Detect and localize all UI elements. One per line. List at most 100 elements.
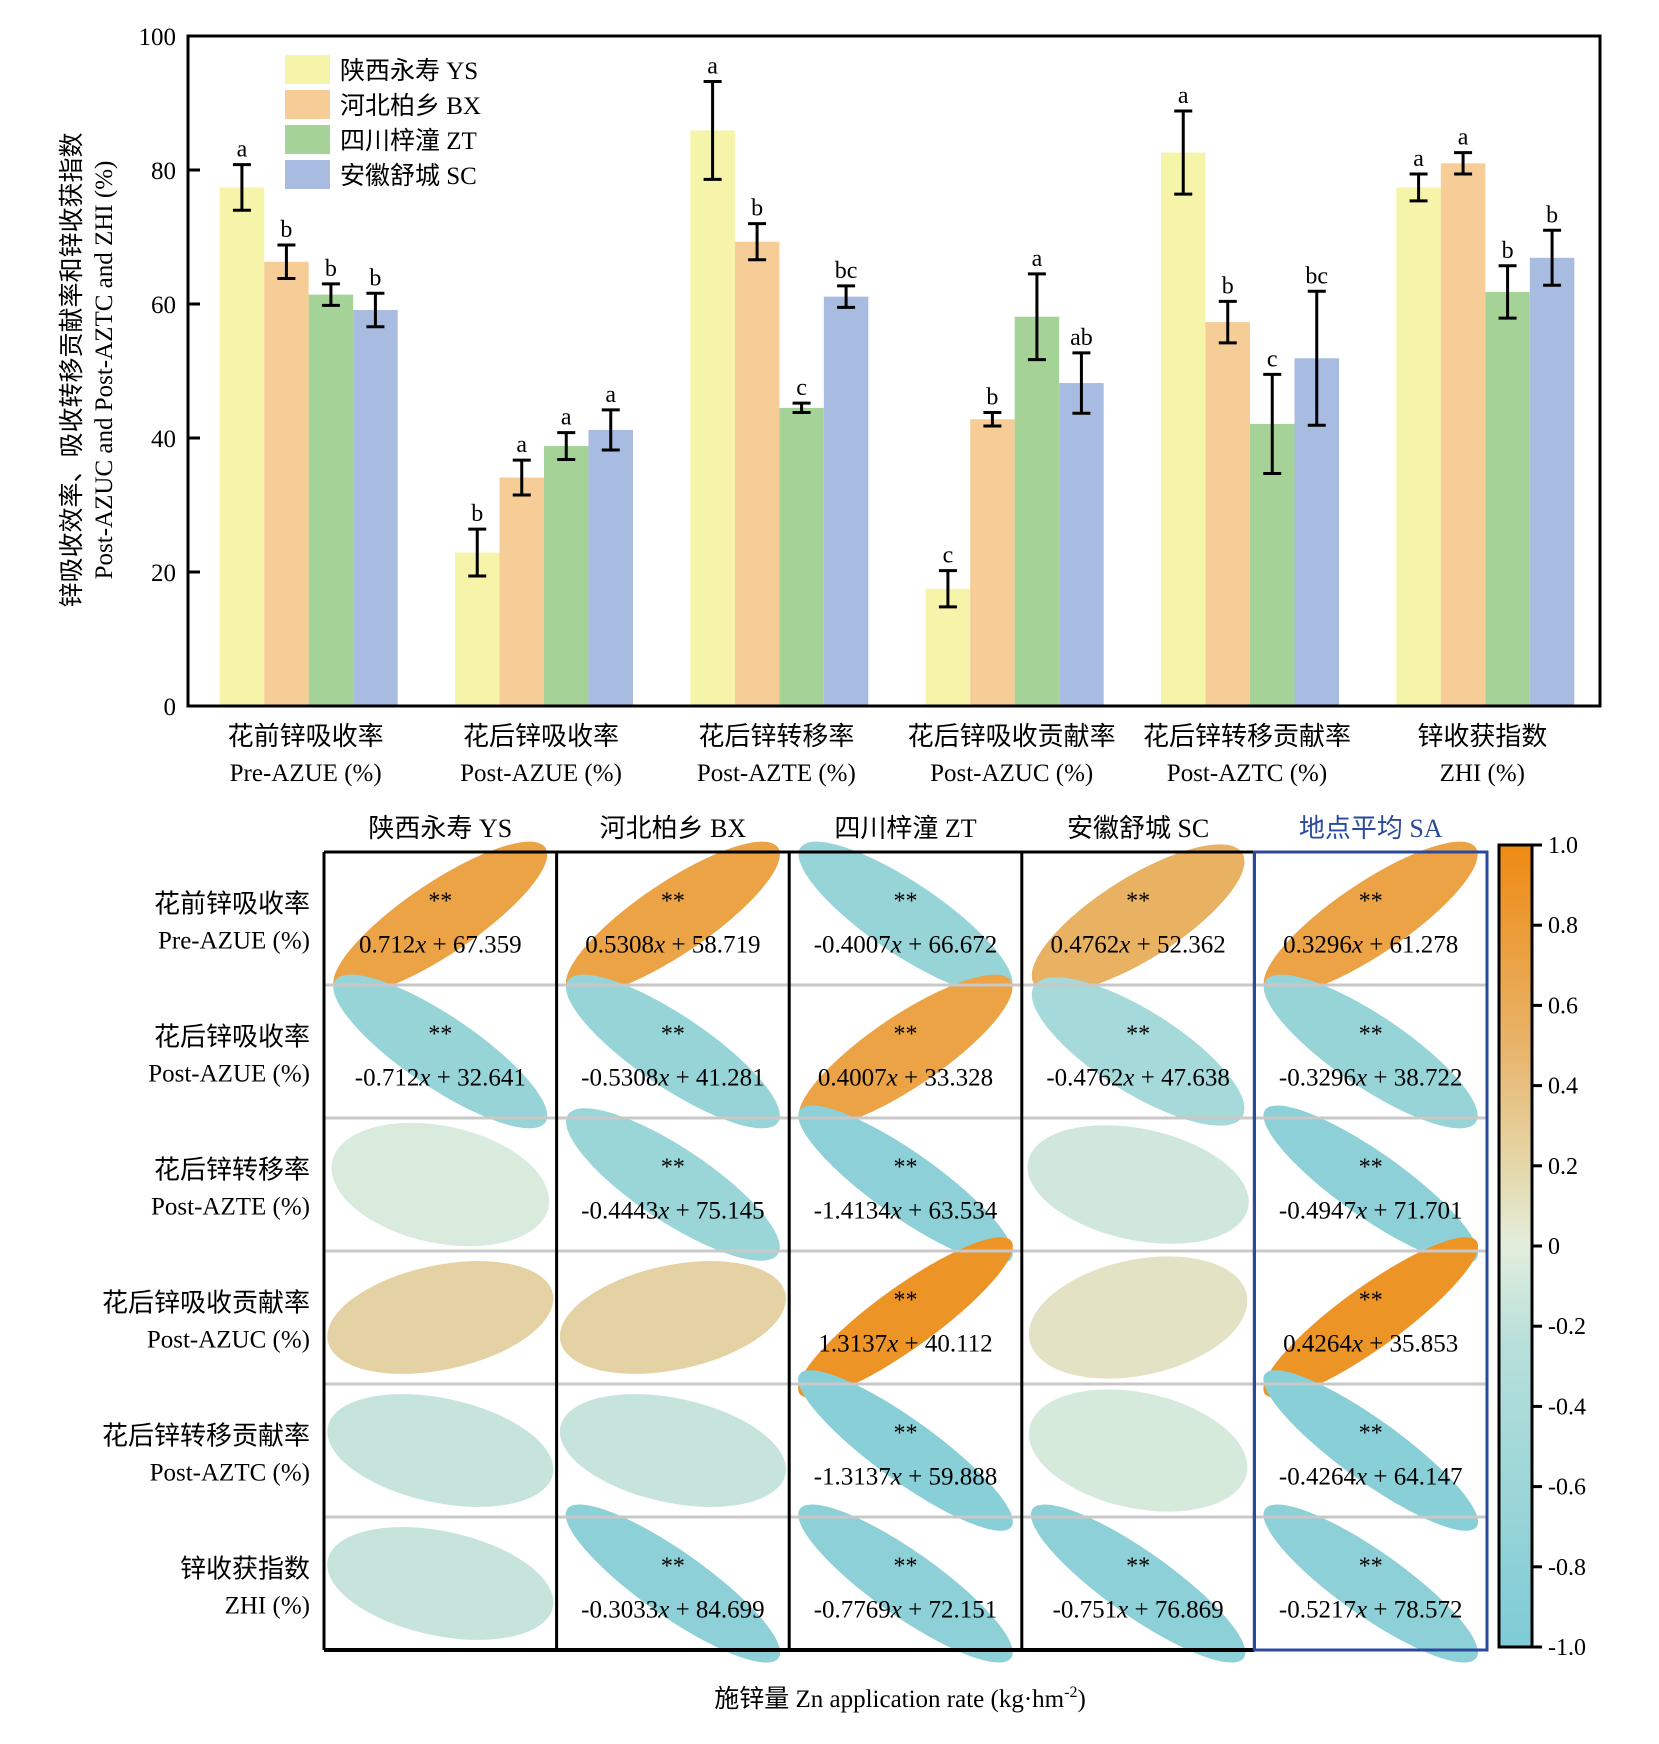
correlation-ellipse <box>327 1527 554 1640</box>
significance-letter: a <box>1032 246 1043 272</box>
row-header-cn: 花后锌转移率 <box>154 1156 310 1185</box>
correlation-ellipse <box>1028 1389 1248 1512</box>
significance-letter: c <box>796 375 807 401</box>
significance-mark: ** <box>428 889 452 915</box>
x-tick-label-en: Post-AZTE (%) <box>697 760 856 787</box>
correlation-ellipse <box>798 1105 1013 1264</box>
significance-letter: b <box>325 256 337 282</box>
bar <box>544 446 589 706</box>
row-headers: 花前锌吸收率 Pre-AZUE (%) 花后锌吸收率 Post-AZUE (%) 花后锌… <box>102 890 310 1620</box>
colorbar-tick-label: 0.2 <box>1548 1154 1578 1180</box>
equation-variable: x <box>1351 1331 1363 1358</box>
column-header: 河北柏乡 BX <box>600 814 747 843</box>
row-header-cn: 锌收获指数 <box>180 1555 310 1584</box>
significance-letter: c <box>1267 346 1278 372</box>
equation-slope: -0.3296 <box>1279 1065 1356 1092</box>
legend-swatch <box>285 160 330 189</box>
bar <box>1485 291 1530 706</box>
y-tick-label: 60 <box>151 292 176 319</box>
equation-plus: + <box>1367 1597 1394 1624</box>
equation-variable: x <box>657 1597 669 1624</box>
regression-equation: -0.712x + 32.641 <box>355 1065 526 1092</box>
correlation-ellipse <box>566 1108 780 1261</box>
y-axis: 0 20 40 60 80 100 <box>139 24 200 721</box>
regression-equation: -0.4947x + 71.701 <box>1279 1198 1463 1225</box>
equation-intercept: 32.641 <box>457 1065 526 1092</box>
correlation-ellipse <box>1263 1105 1478 1264</box>
correlation-ellipse <box>1263 841 1478 996</box>
significance-mark: ** <box>894 889 918 915</box>
x-tick-label-cn: 花前锌吸收率 <box>228 722 384 751</box>
regression-equation: 0.4007x + 33.328 <box>818 1065 993 1092</box>
correlation-ellipse <box>333 974 548 1129</box>
equation-variable: x <box>890 1198 902 1225</box>
correlation-ellipse <box>1028 1256 1248 1379</box>
row-header-cn: 花后锌吸收率 <box>154 1023 310 1052</box>
equation-intercept: 75.145 <box>696 1198 765 1225</box>
x-tick-label-cn: 花后锌转移率 <box>698 722 854 751</box>
correlation-ellipse <box>327 1394 554 1507</box>
equation-plus: + <box>902 1464 929 1491</box>
row-header-en: Post-AZUE (%) <box>148 1061 310 1088</box>
significance-letter: a <box>605 382 616 408</box>
correlation-ellipse <box>798 1237 1013 1398</box>
y-axis-label: 锌吸收效率、吸收转移贡献率和锌收获指数 Post-AZUC and Post-A… <box>58 132 118 607</box>
equation-variable: x <box>1351 932 1363 959</box>
regression-equation: 0.5308x + 58.719 <box>585 932 760 959</box>
equation-plus: + <box>669 1597 696 1624</box>
equation-slope: -0.751 <box>1053 1597 1118 1624</box>
x-tick-label-en: Post-AZUC (%) <box>930 760 1093 787</box>
significance-mark: ** <box>1359 1155 1383 1181</box>
legend-label: 陕西永寿 YS <box>340 57 478 85</box>
x-tick-label-cn: 花后锌转移贡献率 <box>1143 722 1351 751</box>
colorbar-tick-label: -1.0 <box>1548 1635 1586 1661</box>
equation-slope: 0.4007 <box>818 1065 887 1092</box>
colorbar-tick-label: 0.4 <box>1548 1074 1578 1100</box>
colorbar-tick-label: 1.0 <box>1548 833 1578 859</box>
equation-plus: + <box>1363 1331 1390 1358</box>
equation-intercept: 67.359 <box>453 932 522 959</box>
regression-equation: -1.4134x + 63.534 <box>814 1198 998 1225</box>
row-header-en: Pre-AZUE (%) <box>158 928 310 955</box>
correlation-ellipse <box>331 1122 550 1247</box>
bar <box>970 419 1015 706</box>
equation-plus: + <box>1135 1065 1162 1092</box>
column-header: 地点平均 SA <box>1299 814 1443 843</box>
significance-letter: b <box>751 196 763 222</box>
colorbar-tick-label: 0.8 <box>1548 913 1578 939</box>
significance-mark: ** <box>428 1022 452 1048</box>
significance-letter: bc <box>1305 263 1328 289</box>
bar <box>779 407 824 706</box>
equation-slope: 1.3137 <box>818 1331 887 1358</box>
correlation-ellipse <box>798 974 1013 1129</box>
significance-letter: bc <box>835 258 858 284</box>
equation-plus: + <box>426 932 453 959</box>
equation-slope: -0.4762 <box>1046 1065 1123 1092</box>
equation-slope: 0.712 <box>359 932 415 959</box>
y-axis-label-en: Post-AZUC and Post-AZTC and ZHI (%) <box>91 161 118 580</box>
matrix-cells: **0.712x + 67.359**0.5308x + 58.719**-0.… <box>327 841 1479 1663</box>
x-axis-title-sup: -2 <box>1064 1684 1077 1701</box>
significance-letter: a <box>237 137 248 163</box>
correlation-ellipse <box>565 841 780 996</box>
equation-variable: x <box>890 932 902 959</box>
equation-plus: + <box>902 932 929 959</box>
row-header-cn: 花后锌吸收贡献率 <box>102 1289 310 1318</box>
legend-label: 安徽舒城 SC <box>340 162 477 190</box>
equation-variable: x <box>657 1198 669 1225</box>
equation-intercept: 47.638 <box>1161 1065 1230 1092</box>
colorbar-tick-label: 0.6 <box>1548 993 1578 1019</box>
equation-intercept: 64.147 <box>1394 1464 1463 1491</box>
regression-equation: -0.4762x + 47.638 <box>1046 1065 1230 1092</box>
x-tick-label-en: ZHI (%) <box>1440 760 1525 787</box>
legend: 陕西永寿 YS 河北柏乡 BX 四川梓潼 ZT 安徽舒城 SC <box>285 55 481 190</box>
equation-slope: 0.4762 <box>1050 932 1119 959</box>
significance-letter: a <box>1413 146 1424 172</box>
equation-plus: + <box>1367 1198 1394 1225</box>
site-average-frame <box>1252 850 1489 1652</box>
equation-intercept: 38.722 <box>1394 1065 1463 1092</box>
significance-letter: b <box>986 385 998 411</box>
bar <box>1161 152 1206 706</box>
equation-intercept: 76.869 <box>1155 1597 1224 1624</box>
